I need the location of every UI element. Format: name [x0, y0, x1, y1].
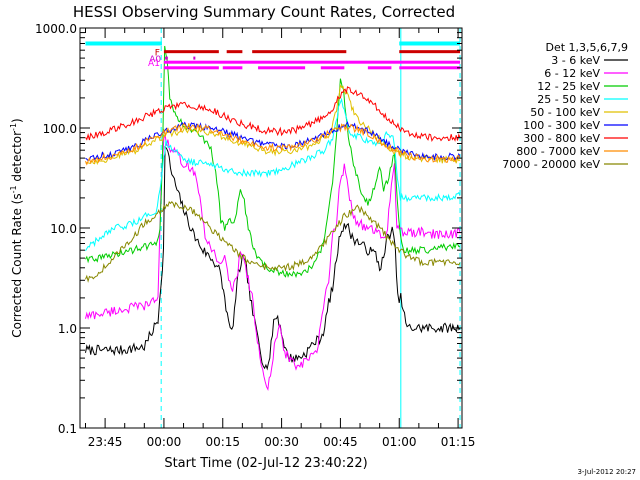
flag-bar-0-3 — [399, 50, 461, 54]
x-tick-label-4: 00:45 — [323, 435, 358, 449]
legend-label-6: 300 - 800 keV — [523, 132, 600, 145]
flag-bar-1-0 — [165, 56, 168, 60]
y-tick-label-3: 100.0 — [43, 122, 77, 136]
flag-label-0: F — [155, 49, 160, 59]
flag-label-1: A0 — [149, 55, 161, 65]
chart-title: HESSI Observing Summary Count Rates, Cor… — [73, 3, 455, 21]
legend-label-8: 7000 - 20000 keV — [502, 158, 600, 171]
flag-bar-3-0 — [163, 66, 219, 70]
flag-bar-3-1 — [222, 66, 243, 70]
plot-frame — [79, 27, 463, 429]
series-line-0 — [85, 145, 461, 371]
y-tick-label-2: 10.0 — [50, 222, 77, 236]
flag-bar-3-3 — [320, 66, 345, 70]
legend-label-2: 12 - 25 keV — [537, 80, 600, 93]
flag-bar-1-1 — [193, 56, 196, 60]
cyan-flag-bar-0 — [85, 41, 162, 46]
flag-bar-0-1 — [226, 50, 243, 54]
y-axis-label: Corrected Count Rate (s-1 detector-1) — [9, 118, 24, 337]
y-tick-label-0: 0.1 — [58, 422, 77, 436]
flag-bar-2-0 — [163, 60, 461, 64]
x-tick-label-3: 00:30 — [264, 435, 299, 449]
cyan-flag-bar-1 — [399, 41, 461, 46]
series-line-6 — [85, 86, 461, 143]
y-tick-label-1: 1.0 — [58, 322, 77, 336]
legend-label-0: 3 - 6 keV — [551, 54, 600, 67]
y-axis: 0.1 1.0 10.0 100.0 1000.0 — [35, 22, 462, 436]
x-tick-label-2: 00:15 — [205, 435, 240, 449]
legend-label-3: 25 - 50 keV — [537, 93, 600, 106]
series-line-8 — [85, 201, 461, 283]
x-tick-label-5: 01:00 — [382, 435, 417, 449]
series-line-1 — [85, 133, 461, 391]
series-line-3 — [85, 97, 461, 252]
series-line-7 — [85, 122, 461, 166]
legend-label-7: 800 - 7000 keV — [516, 145, 600, 158]
flag-bar-0-2 — [252, 50, 347, 54]
flag-bar-3-4 — [367, 66, 392, 70]
timestamp: 3-Jul-2012 20:27 — [577, 468, 636, 476]
flag-label-2: A1 — [148, 59, 160, 69]
legend-label-1: 6 - 12 keV — [544, 67, 600, 80]
flag-bar-3-2 — [258, 66, 306, 70]
x-axis-label: Start Time (02-Jul-12 23:40:22) — [164, 456, 367, 471]
legend-label-4: 50 - 100 keV — [530, 106, 600, 119]
x-tick-label-6: 01:15 — [441, 435, 476, 449]
series-line-5 — [85, 121, 461, 162]
flag-bar-3-5 — [399, 66, 461, 70]
legend-title: Det 1,3,5,6,7,9 — [545, 41, 628, 54]
x-tick-label-0: 23:45 — [88, 435, 123, 449]
y-tick-label-4: 1000.0 — [35, 22, 77, 36]
legend-label-5: 100 - 300 keV — [523, 119, 600, 132]
series-line-2 — [85, 45, 461, 279]
x-axis: 23:45 00:00 00:15 00:30 00:45 01:00 01:15 — [84, 28, 476, 449]
flag-bar-0-0 — [163, 50, 219, 54]
x-tick-label-1: 00:00 — [147, 435, 182, 449]
